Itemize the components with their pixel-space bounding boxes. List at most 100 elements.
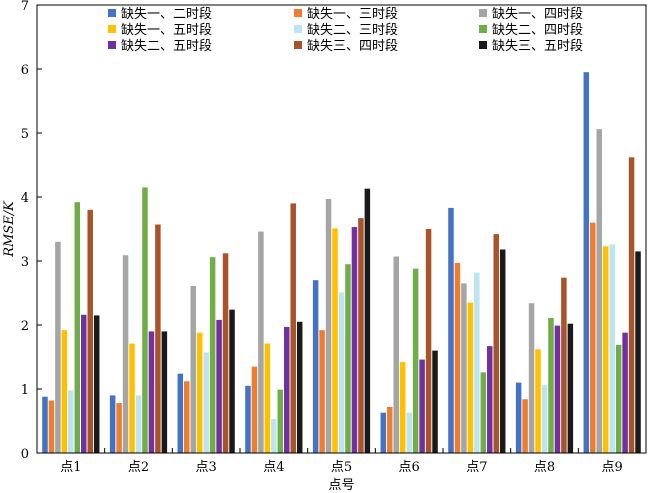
- bar: [454, 262, 461, 453]
- legend-label: 缺失一、四时段: [492, 7, 583, 22]
- bar: [129, 343, 135, 453]
- bar: [432, 350, 438, 453]
- bar: [251, 366, 258, 453]
- bar: [42, 396, 48, 453]
- legend-swatch: [294, 25, 302, 33]
- bar: [229, 309, 235, 453]
- bar: [184, 381, 190, 453]
- legend-swatch: [479, 25, 487, 33]
- bar: [87, 209, 93, 453]
- bar: [122, 255, 129, 453]
- bar: [412, 268, 419, 453]
- x-axis-label: 点号: [328, 478, 354, 493]
- bar: [493, 234, 499, 453]
- legend-label: 缺失二、三时段: [307, 23, 398, 38]
- legend-label: 缺失三、四时段: [307, 39, 398, 54]
- bar: [499, 249, 506, 453]
- bar: [393, 256, 399, 453]
- bar: [609, 244, 615, 453]
- bar: [358, 218, 364, 453]
- bar: [487, 346, 493, 453]
- y-tick-label: 0: [21, 447, 29, 462]
- x-tick-label: 点7: [466, 460, 487, 475]
- legend-swatch: [294, 41, 302, 49]
- bar: [325, 198, 332, 453]
- legend-label: 缺失三、五时段: [492, 39, 583, 54]
- bar: [628, 157, 635, 453]
- bar: [635, 251, 641, 453]
- bar: [312, 280, 319, 453]
- y-tick-label: 6: [21, 63, 29, 78]
- bar: [81, 314, 87, 453]
- bar: [290, 203, 296, 453]
- bar: [425, 229, 432, 453]
- bar: [528, 303, 535, 453]
- bar: [264, 343, 271, 453]
- x-tick-label: 点1: [60, 460, 81, 475]
- bar: [590, 222, 596, 453]
- legend-swatch: [108, 41, 116, 49]
- y-tick-label: 4: [21, 191, 29, 206]
- bar: [461, 283, 467, 453]
- bar: [615, 344, 622, 453]
- bar: [380, 412, 387, 453]
- bar: [596, 129, 602, 453]
- bar: [474, 272, 480, 453]
- legend-swatch: [108, 9, 116, 17]
- bar: [177, 373, 184, 453]
- bar: [271, 419, 277, 453]
- y-ticks: 0 1 2 3 4 5 6 7: [21, 0, 42, 462]
- bar: [602, 246, 609, 453]
- x-ticks: 点1 点2 点3 点4 点5 点6 点7 点8 点9: [36, 448, 647, 475]
- bar: [148, 331, 155, 453]
- bar: [61, 330, 68, 453]
- bar: [203, 352, 209, 453]
- y-tick-label: 7: [21, 0, 29, 14]
- bar: [522, 399, 528, 453]
- x-tick-label: 点5: [331, 460, 352, 475]
- bar: [277, 389, 284, 453]
- bar: [222, 253, 229, 453]
- bar: [196, 332, 203, 453]
- bar: [93, 315, 100, 453]
- bar: [567, 323, 574, 453]
- bar: [541, 385, 548, 453]
- bar: [245, 385, 251, 453]
- y-tick-label: 3: [21, 255, 29, 270]
- bar: [190, 285, 196, 453]
- bar: [142, 187, 148, 453]
- bar: [583, 72, 590, 453]
- bar: [135, 395, 142, 453]
- bar: [554, 325, 561, 453]
- legend-label: 缺失一、三时段: [307, 7, 398, 22]
- axes-layer: [36, 4, 647, 454]
- bar: [406, 412, 412, 453]
- y-axis-label: RMSE/K: [2, 200, 17, 258]
- x-tick-label: 点3: [196, 460, 217, 475]
- bar: [216, 319, 222, 453]
- bar: [155, 224, 161, 453]
- bar: [548, 317, 554, 453]
- bar: [467, 302, 474, 453]
- bar: [319, 330, 325, 453]
- bar: [68, 390, 74, 453]
- x-tick-label: 点6: [399, 460, 420, 475]
- bar: [448, 207, 454, 453]
- bar: [74, 202, 81, 453]
- bar: [209, 257, 216, 453]
- x-tick-label: 点4: [263, 460, 284, 475]
- bar: [55, 241, 61, 453]
- bar: [109, 395, 116, 453]
- x-tick-label: 点2: [128, 460, 149, 475]
- plot-frame: [36, 4, 647, 454]
- bar: [480, 372, 487, 453]
- legend-label: 缺失二、四时段: [492, 23, 583, 38]
- legend-swatch: [294, 9, 302, 17]
- y-tick-label: 1: [21, 383, 29, 398]
- y-tick-label: 5: [21, 127, 29, 142]
- y-tick-label: 2: [21, 319, 29, 334]
- bar: [284, 326, 290, 453]
